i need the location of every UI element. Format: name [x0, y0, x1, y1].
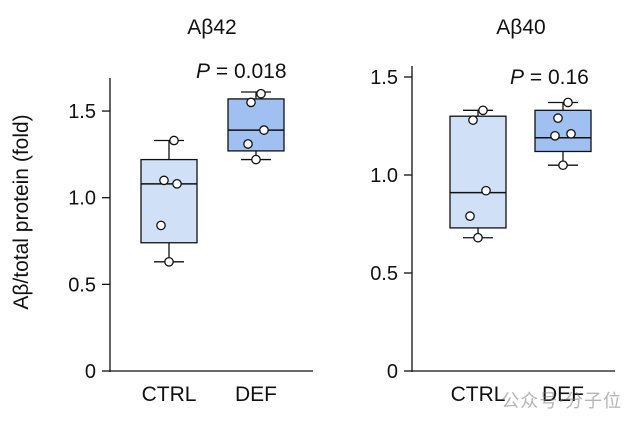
data-point: [468, 115, 478, 125]
x-tick-label: CTRL: [142, 383, 197, 406]
y-tick-label: 0: [387, 361, 398, 383]
y-axis-label: Aβ/total protein (fold): [10, 114, 33, 309]
y-tick-label: 0: [85, 361, 96, 383]
box-ctrl: [449, 115, 507, 229]
box-ctrl: [140, 158, 198, 244]
box-def: [227, 98, 285, 152]
p-value-annotation: P = 0.018: [196, 60, 287, 83]
data-point: [251, 154, 261, 165]
data-point: [481, 185, 491, 196]
x-tick-label: DEF: [235, 383, 277, 406]
data-point: [172, 178, 182, 189]
panel-title: Aβ42: [187, 16, 236, 39]
data-point: [259, 125, 269, 135]
data-point: [563, 97, 573, 108]
p-value-symbol: P: [510, 66, 524, 89]
x-tick-label: DEF: [542, 383, 584, 406]
data-point: [465, 211, 475, 222]
y-tick-label: 1.0: [370, 165, 398, 187]
data-point: [566, 128, 576, 139]
p-value-number: = 0.16: [524, 66, 589, 89]
p-value-annotation: P = 0.16: [510, 66, 589, 89]
data-point: [256, 88, 266, 99]
x-tick-label: CTRL: [451, 383, 506, 406]
data-point: [159, 175, 169, 186]
y-tick-label: 0.5: [370, 263, 398, 285]
data-point: [478, 105, 488, 116]
data-point: [169, 135, 179, 146]
panel-title: Aβ40: [496, 16, 545, 39]
y-tick-label: 0.5: [68, 274, 96, 296]
data-point: [164, 256, 174, 267]
data-point: [246, 97, 256, 108]
y-tick-label: 1.0: [68, 188, 96, 210]
y-tick-label: 1.5: [68, 101, 96, 123]
data-point: [553, 113, 563, 124]
p-value-symbol: P: [196, 60, 210, 83]
data-point: [550, 130, 560, 141]
data-point: [243, 139, 253, 149]
data-point: [473, 232, 483, 243]
y-tick-label: 1.5: [370, 67, 398, 89]
p-value-number: = 0.018: [210, 60, 286, 83]
box-def: [534, 109, 592, 153]
data-point: [558, 160, 568, 171]
data-point: [156, 220, 166, 231]
